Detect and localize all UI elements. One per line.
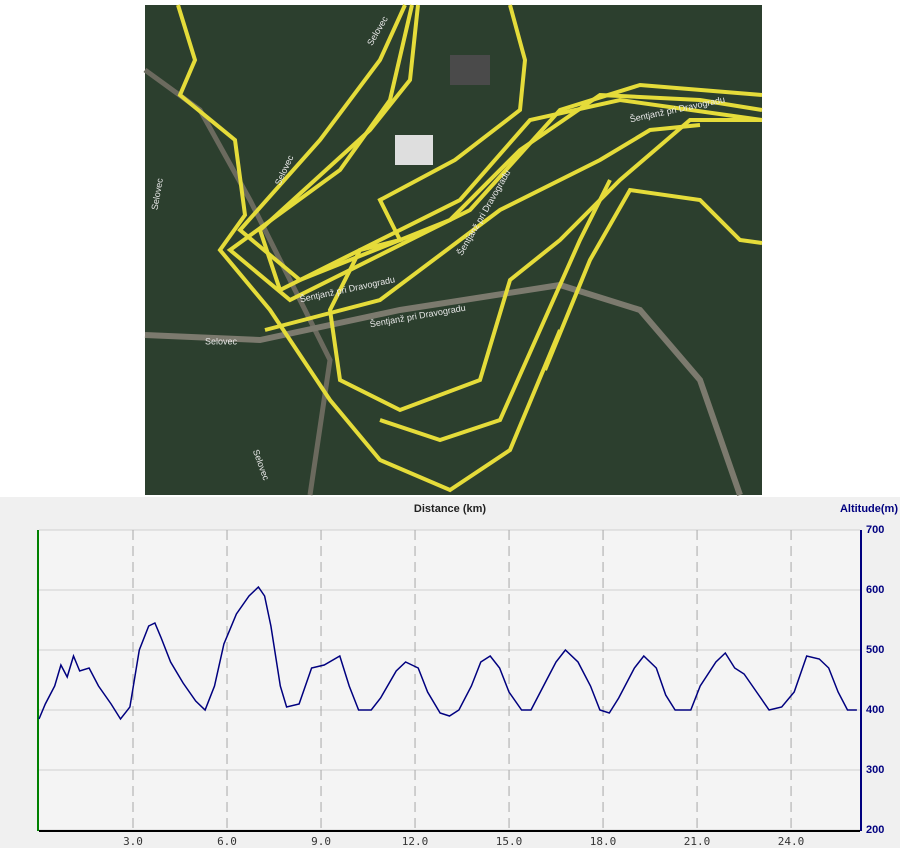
y-tick-label: 600 — [866, 584, 884, 596]
y-tick-label: 300 — [866, 764, 884, 776]
altitude-line — [38, 585, 857, 721]
chart-title: Distance (km) — [414, 503, 486, 515]
x-tick-label: 3.0 — [123, 835, 143, 848]
y-tick-label: 700 — [866, 524, 884, 536]
y-tick-label: 400 — [866, 704, 884, 716]
elevation-chart: Distance (km) Altitude(m) 200 300 400 500 60… — [0, 497, 900, 848]
building — [450, 55, 490, 85]
x-tick-label: 21.0 — [684, 835, 711, 848]
map-label: Selovec — [205, 336, 238, 346]
x-tick-label: 15.0 — [496, 835, 523, 848]
building — [395, 135, 433, 165]
track — [176, 4, 763, 493]
x-tick-label: 6.0 — [217, 835, 237, 848]
map: Selovec Selovec Selovec Selovec Selovec … — [143, 4, 763, 496]
x-tick-label: 18.0 — [590, 835, 617, 848]
x-tick-label: 12.0 — [402, 835, 429, 848]
x-tick-label: 9.0 — [311, 835, 331, 848]
y-axis-label: Altitude(m) — [840, 503, 898, 515]
y-tick-label: 200 — [866, 824, 884, 836]
y-tick-label: 500 — [866, 644, 884, 656]
x-tick-label: 24.0 — [778, 835, 805, 848]
plot-area — [39, 530, 860, 832]
